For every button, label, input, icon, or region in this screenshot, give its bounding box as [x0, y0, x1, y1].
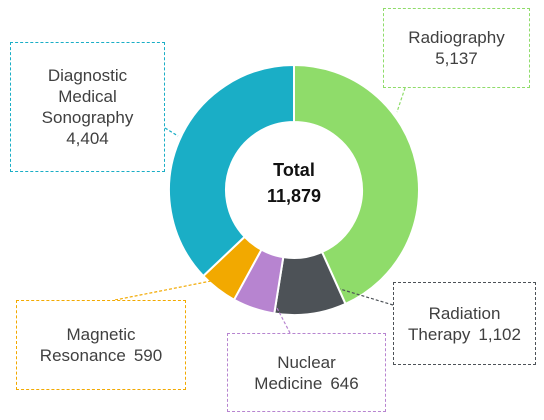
- label-text: Nuclear Medicine 646: [244, 352, 369, 394]
- label-box: Magnetic Resonance 590: [16, 300, 186, 390]
- center-title: Total: [273, 160, 315, 180]
- label-box: Radiography 5,137: [383, 8, 530, 88]
- label-text: Magnetic Resonance 590: [34, 324, 169, 366]
- label-box: Diagnostic Medical Sonography 4,404: [10, 42, 165, 172]
- category-name: Radiography: [408, 28, 505, 47]
- leader-line: [114, 279, 217, 301]
- value-label: 4,404: [66, 129, 109, 148]
- label-text: Radiography 5,137: [392, 27, 522, 69]
- label-box: Radiation Therapy 1,102: [393, 282, 536, 365]
- leader-line: [164, 127, 179, 137]
- label-text: Diagnostic Medical Sonography 4,404: [33, 65, 143, 149]
- donut-slice: [168, 63, 295, 278]
- leader-line: [339, 288, 394, 306]
- donut-slice: [293, 63, 420, 306]
- label-box: Nuclear Medicine 646: [227, 333, 386, 412]
- category-name: Nuclear Medicine: [254, 352, 336, 393]
- value-label: 646: [330, 373, 359, 393]
- value-label: 1,102: [478, 324, 521, 344]
- label-text: Radiation Therapy 1,102: [402, 303, 527, 345]
- leader-line: [396, 87, 406, 113]
- center-total: 11,879: [267, 186, 321, 206]
- category-name: Diagnostic Medical Sonography: [41, 66, 134, 127]
- value-label: 5,137: [435, 49, 478, 68]
- category-name: Magnetic Resonance: [39, 325, 136, 365]
- category-name: Radiation Therapy: [408, 303, 501, 344]
- value-label: 590: [133, 346, 163, 365]
